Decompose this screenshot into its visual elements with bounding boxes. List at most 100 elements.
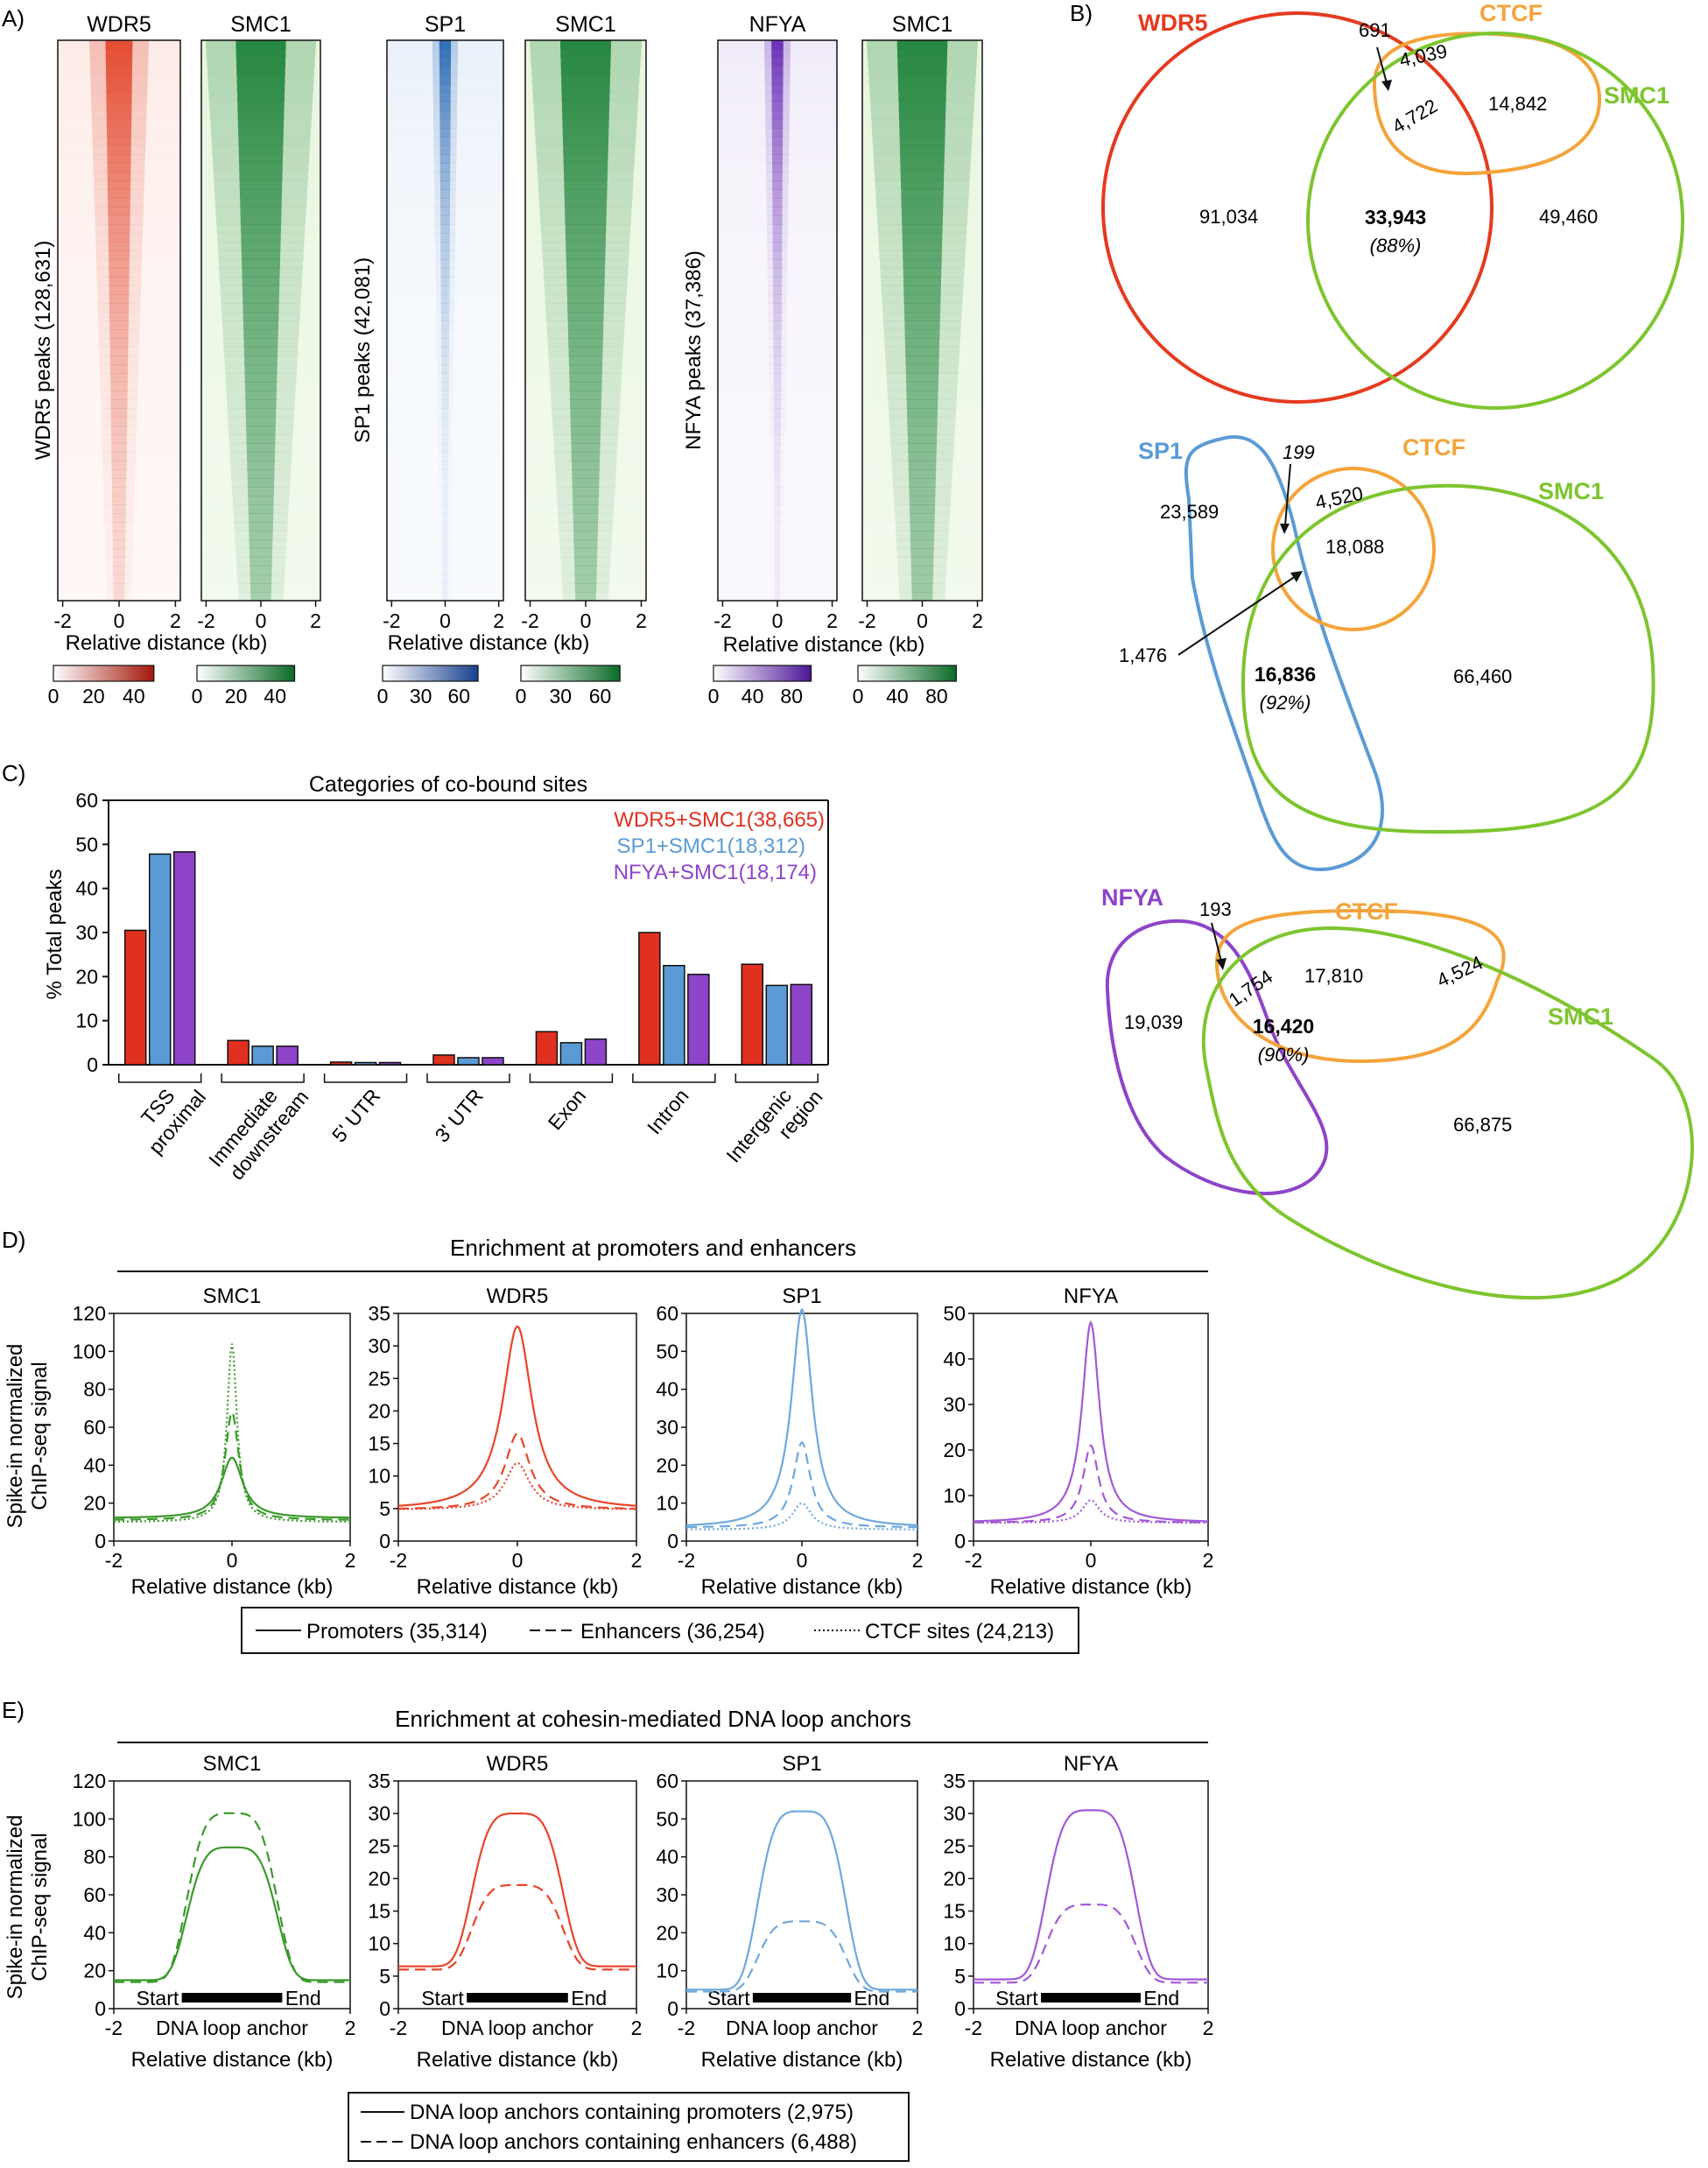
heatmap-xtick-label: 0 bbox=[917, 609, 928, 632]
heatmap-row-band bbox=[101, 417, 137, 426]
heatmap-row-band bbox=[898, 583, 946, 593]
profile-ytick-label: 0 bbox=[379, 1997, 390, 2020]
heatmap-row-band bbox=[95, 224, 144, 234]
heatmap-row-wash bbox=[387, 382, 503, 391]
heatmap-title: SMC1 bbox=[892, 12, 952, 37]
heatmap-row-core bbox=[442, 566, 448, 575]
legend-loop-promoters: DNA loop anchors containing promoters (2… bbox=[410, 2101, 854, 2124]
profile-ytick-label: 20 bbox=[368, 1867, 390, 1890]
heatmap-row-core bbox=[775, 574, 780, 584]
heatmap-row-core bbox=[441, 347, 449, 356]
venn-arrowhead bbox=[1290, 571, 1303, 582]
heatmap-row-band bbox=[235, 531, 287, 540]
heatmap-row-core bbox=[560, 58, 611, 67]
heatmap-row-band bbox=[559, 548, 612, 558]
heatmap-row-band bbox=[229, 452, 292, 461]
heatmap-row-core bbox=[572, 469, 600, 479]
profile-ytick-label: 60 bbox=[83, 1416, 106, 1439]
heatmap-row-core bbox=[241, 224, 281, 234]
heatmap-row-core bbox=[563, 137, 608, 146]
heatmap-row-core bbox=[905, 364, 939, 374]
bar bbox=[457, 1057, 480, 1066]
bar bbox=[354, 1061, 377, 1066]
heatmap-row-core bbox=[238, 128, 284, 137]
heatmap-row-core bbox=[243, 320, 278, 330]
heatmap-row-wash bbox=[862, 574, 982, 584]
heatmap-row-band bbox=[891, 461, 953, 470]
heatmap-row-wash bbox=[862, 592, 982, 602]
heatmap-row-wash bbox=[387, 163, 503, 172]
heatmap-row-core bbox=[442, 557, 448, 567]
heatmap-row-wash bbox=[58, 469, 180, 479]
heatmap-row-band bbox=[106, 583, 132, 593]
heatmap-row-wash bbox=[718, 443, 837, 453]
category-label: Intron bbox=[643, 1085, 693, 1139]
heatmap-row-core bbox=[105, 40, 133, 50]
heatmap-row-wash bbox=[525, 557, 646, 567]
heatmap-row-wash bbox=[58, 382, 180, 391]
heatmap-row-core bbox=[561, 75, 610, 85]
profile-curve bbox=[114, 1812, 350, 1983]
heatmap-row-wash bbox=[58, 329, 180, 339]
heatmap-row-core bbox=[441, 452, 449, 461]
heatmap-row-band bbox=[891, 452, 953, 461]
profile-xlabel: Relative distance (kb) bbox=[701, 2048, 903, 2072]
heatmap-row-core bbox=[439, 154, 451, 164]
heatmap-row-band bbox=[895, 513, 950, 523]
profile-d-ylabel-2: ChIP-seq signal bbox=[28, 1362, 52, 1510]
bar-legend-wdr5: WDR5+SMC1(38,665) bbox=[614, 808, 825, 832]
bar bbox=[276, 1045, 299, 1066]
colorbar-tick-label: 20 bbox=[82, 685, 105, 707]
heatmap-row-core bbox=[910, 566, 934, 575]
heatmap-row-core bbox=[440, 250, 450, 260]
heatmap-row-wash bbox=[718, 487, 837, 496]
heatmap-row-band bbox=[766, 163, 789, 172]
heatmap-row-core bbox=[442, 539, 448, 549]
colorbar-tick-label: 40 bbox=[886, 685, 909, 707]
heatmap-row-wash bbox=[718, 522, 837, 531]
profile-ytick-label: 0 bbox=[95, 1997, 106, 2020]
profile-ytick-label: 35 bbox=[943, 1770, 966, 1792]
category-bracket bbox=[323, 1073, 408, 1083]
heatmap-row-band bbox=[551, 399, 621, 409]
venn-label-smc1: SMC1 bbox=[1538, 478, 1604, 504]
heatmap-row-core bbox=[564, 180, 608, 190]
heatmap-row-band bbox=[433, 163, 457, 172]
heatmap-row-band bbox=[561, 566, 610, 575]
heatmap-row-core bbox=[245, 417, 277, 426]
heatmap-row-core bbox=[774, 513, 781, 523]
heatmap-row-band bbox=[766, 207, 789, 216]
heatmap-row-wash bbox=[58, 364, 180, 374]
heatmap-row-band bbox=[897, 566, 947, 575]
heatmap-row-band bbox=[238, 592, 284, 602]
venn-value: 49,460 bbox=[1539, 206, 1598, 228]
heatmap-row-core bbox=[562, 110, 609, 120]
heatmap-row-band bbox=[768, 347, 787, 356]
heatmap-row-core bbox=[774, 496, 781, 505]
heatmap-row-core bbox=[441, 461, 449, 470]
venn-label-ctcf: CTCF bbox=[1402, 434, 1466, 461]
heatmap-row-wash bbox=[718, 461, 837, 470]
profile-ytick-label: 80 bbox=[83, 1378, 106, 1401]
heatmap-row-band bbox=[231, 478, 291, 488]
heatmap-title: SMC1 bbox=[555, 12, 615, 37]
heatmap-row-core bbox=[106, 84, 132, 94]
heatmap-row-core bbox=[899, 128, 945, 137]
heatmap-row-band bbox=[434, 215, 456, 225]
venn-label-ctcf: CTCF bbox=[1335, 898, 1398, 925]
venn-wdr5: WDR5 CTCF SMC1 691 4,039 4,722 14,842 91… bbox=[1101, 0, 1684, 410]
colorbar-tick-label: 0 bbox=[377, 685, 389, 707]
heatmap-row-core bbox=[902, 233, 943, 243]
heatmap-wdr5: WDR5-2 0 20 20 40 bbox=[48, 12, 181, 707]
heatmap-row-wash bbox=[387, 557, 503, 567]
heatmap-row-wash bbox=[525, 443, 646, 453]
heatmap-row-wash bbox=[58, 303, 180, 313]
heatmap-row-core bbox=[567, 303, 604, 313]
heatmap-row-core bbox=[906, 382, 938, 391]
profile-ytick-label: 0 bbox=[667, 1997, 678, 2020]
heatmap-row-wash bbox=[862, 452, 982, 461]
bar-legend-nfya: NFYA+SMC1(18,174) bbox=[614, 861, 817, 884]
heatmap-row-core bbox=[237, 102, 285, 111]
heatmap-row-core bbox=[771, 119, 784, 129]
heatmap-row-core bbox=[572, 487, 600, 496]
